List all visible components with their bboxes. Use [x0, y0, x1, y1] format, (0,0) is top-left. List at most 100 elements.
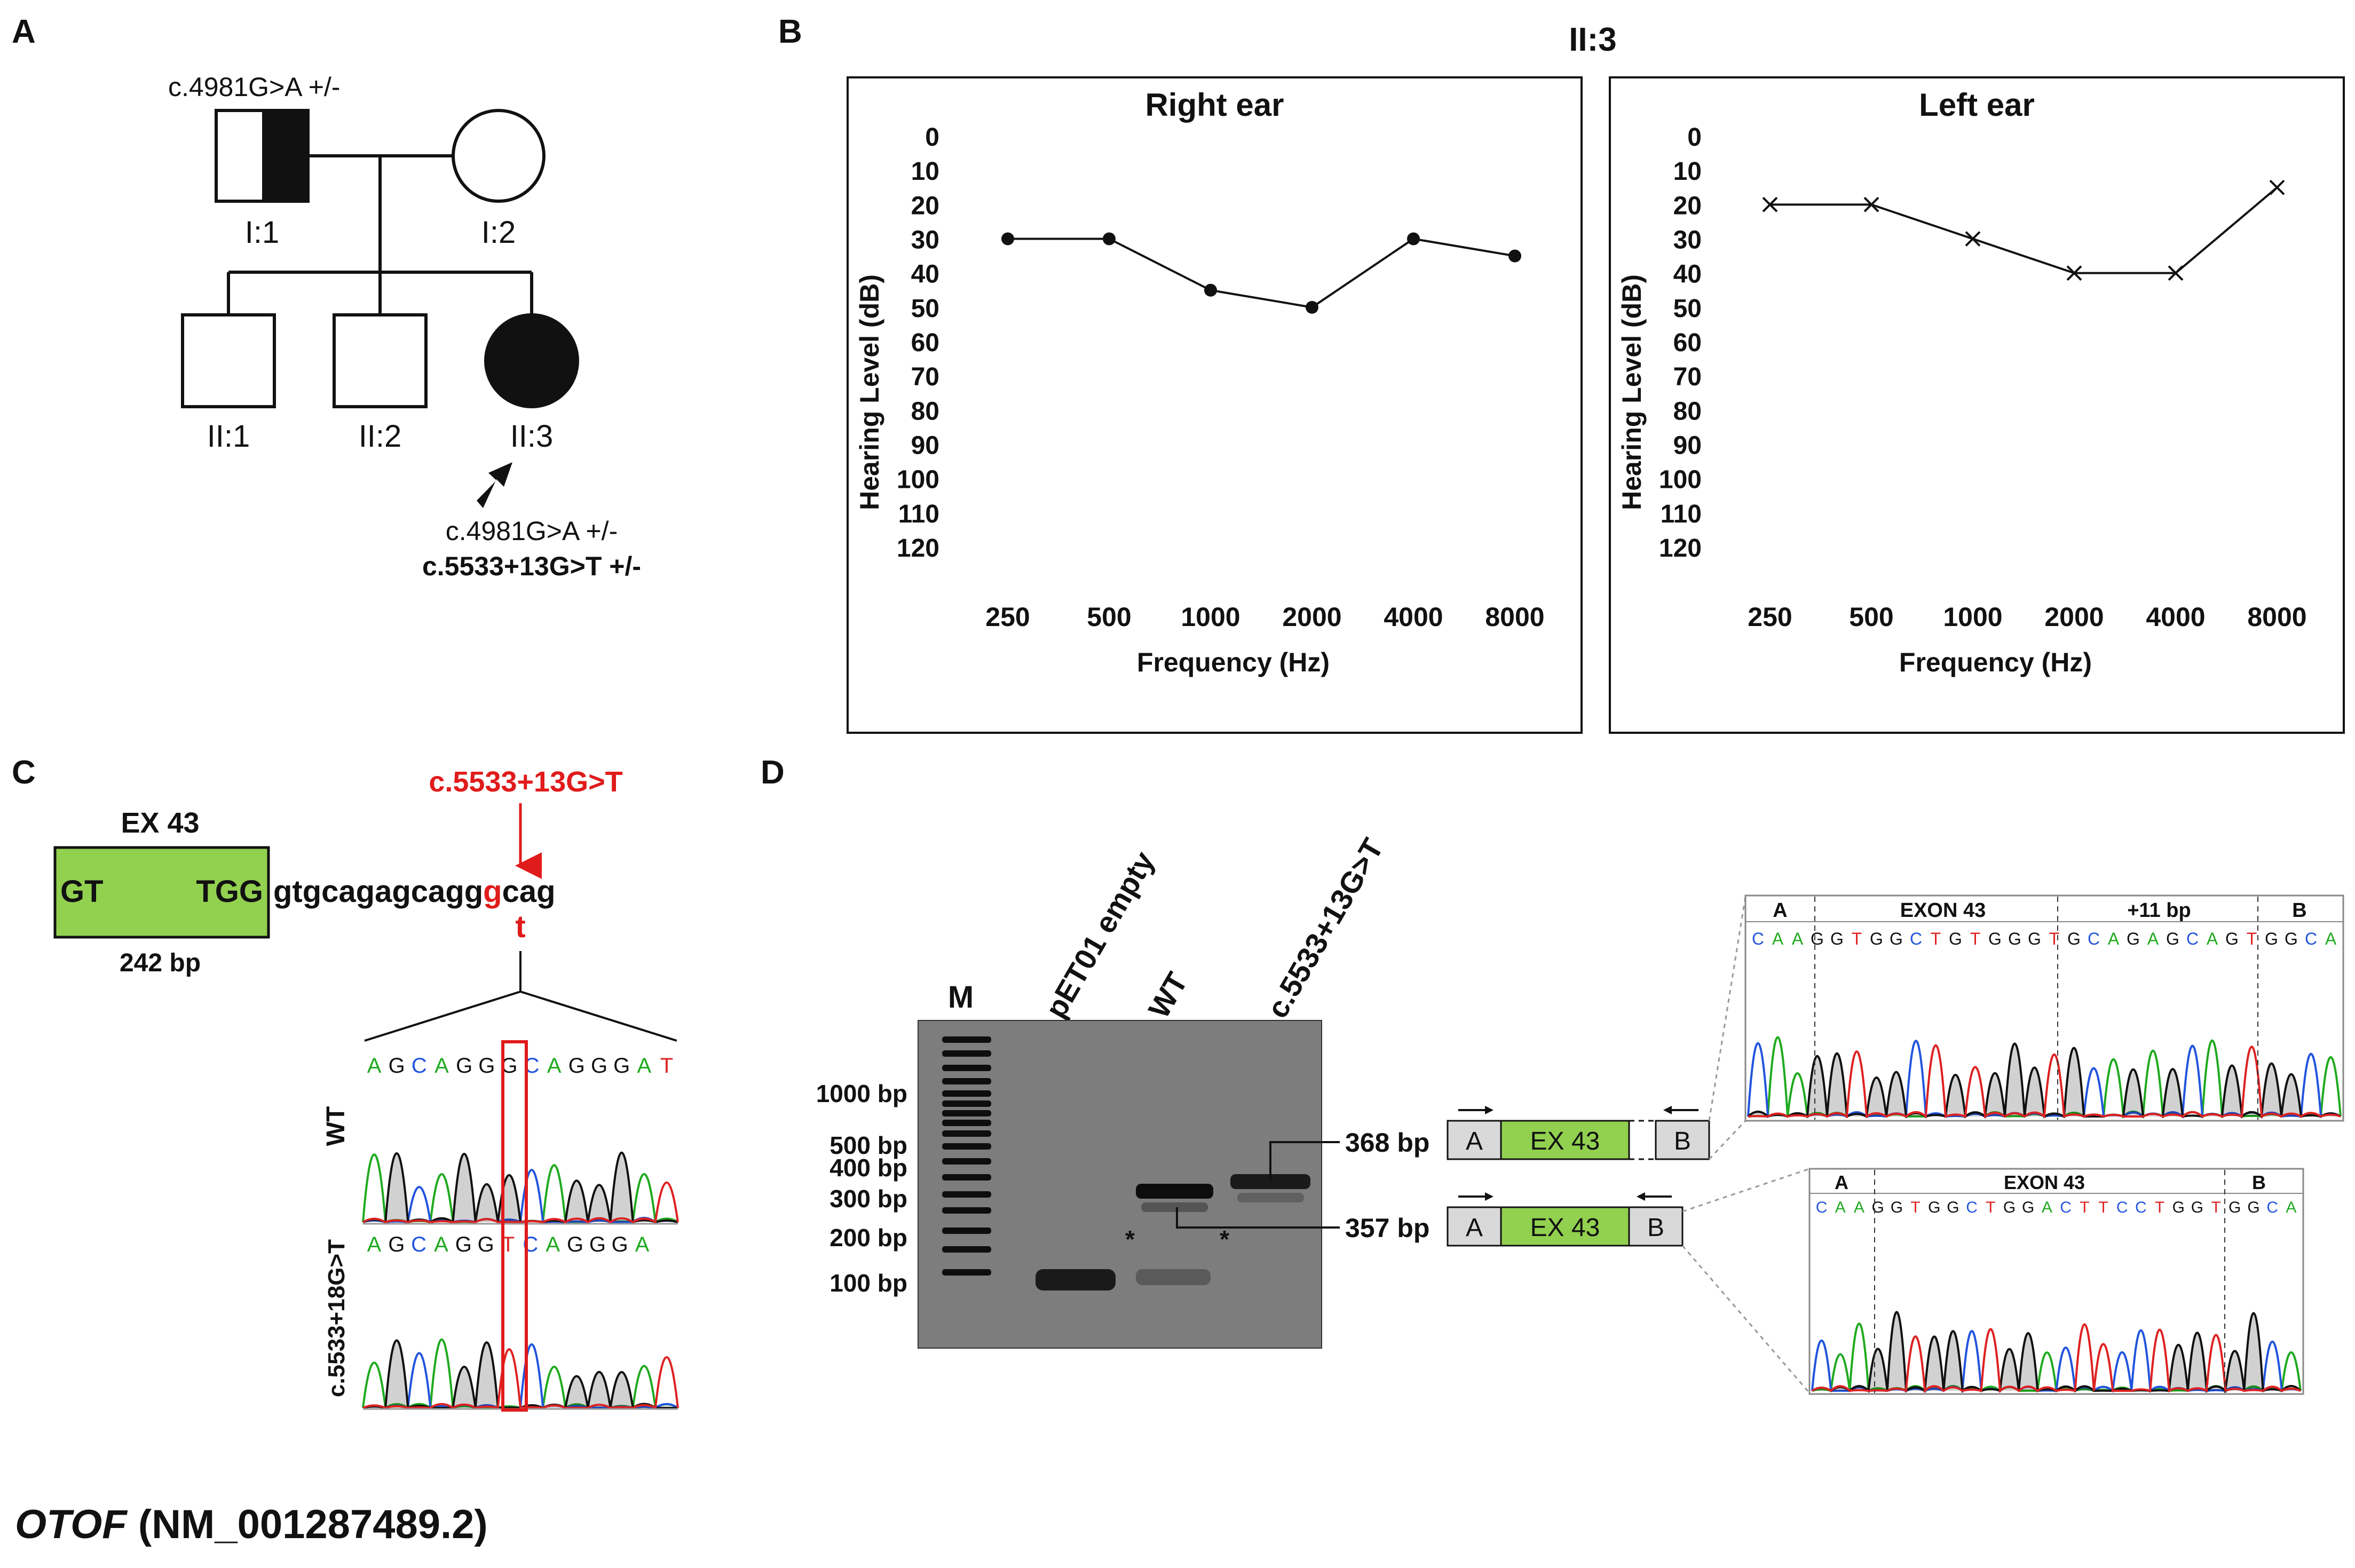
base-call: G: [2191, 1199, 2203, 1216]
base-call: T: [2098, 1199, 2108, 1216]
y-tick-label: 40: [1673, 260, 1702, 289]
proband-symbol: [484, 313, 579, 408]
proband-arrow-icon: [477, 462, 512, 508]
panel-b-title: II:3: [1569, 21, 1617, 58]
base-call: A: [2286, 1199, 2296, 1216]
seq-upper-header-plus11: +11 bp: [2127, 899, 2191, 922]
base-call: A: [1854, 1199, 1864, 1216]
proband-variant-2: c.5533+13G>T +/-: [422, 551, 641, 581]
y-tick-label: 70: [1673, 363, 1702, 391]
audiogram-right-ear: Right ear 0 10 20 30 40 50 60 70 80 90 100 110 120 250…: [847, 76, 1583, 734]
label-II2: II:2: [359, 419, 402, 454]
series-line: [1770, 186, 2278, 274]
y-tick-label: 20: [911, 192, 939, 220]
data-point: [1965, 231, 1981, 247]
base-call: C: [2135, 1199, 2147, 1216]
ladder-band: [942, 1120, 991, 1126]
ladder-band: [942, 1036, 991, 1043]
ladder-band: [942, 1078, 991, 1084]
sibling2-symbol: [333, 313, 428, 408]
x-tick-label: 2000: [1282, 602, 1341, 632]
base-call: A: [367, 1054, 382, 1078]
lane-wt-label: WT: [1142, 967, 1194, 1024]
reverse-primer-icon: [1663, 1106, 1672, 1114]
base-call: C: [2305, 929, 2317, 948]
y-tick-label: 120: [1659, 534, 1702, 563]
y-tick-label: 100: [897, 466, 939, 494]
base-call: T: [2155, 1199, 2164, 1216]
mut-chromatogram: [362, 1339, 679, 1410]
base-call: G: [2003, 1199, 2016, 1216]
base-call: T: [2080, 1199, 2089, 1216]
base-call: G: [2127, 929, 2140, 948]
construct-lower-a: A: [1466, 1214, 1483, 1242]
x-tick-label: 1000: [1181, 602, 1240, 632]
ladder-band: [942, 1065, 991, 1071]
base-call: C: [2088, 929, 2100, 948]
band-wt-357: [1141, 1202, 1208, 1212]
y-tick-label: 100: [1659, 466, 1702, 494]
y-tick-label: 60: [911, 329, 939, 357]
base-call: T: [2211, 1199, 2220, 1216]
lane-empty-label: pET01 empty: [1039, 846, 1161, 1024]
sibling1-symbol: [181, 313, 276, 408]
exon-size: 242 bp: [120, 949, 201, 977]
base-call: A: [2147, 929, 2159, 948]
base-call: G: [591, 1054, 607, 1078]
base-call: G: [1890, 929, 1903, 948]
y-tick-label: 70: [911, 363, 939, 391]
base-call: G: [568, 1054, 585, 1078]
ladder-lane: [942, 1036, 991, 1276]
trace-T: [1748, 1044, 2341, 1119]
lane-m-label: M: [948, 980, 974, 1015]
base-call: G: [567, 1233, 583, 1256]
y-tick-label: 120: [897, 534, 939, 563]
data-point: [2269, 179, 2285, 195]
ladder-band: [942, 1100, 991, 1107]
zoom-connectors: [1681, 896, 1811, 1393]
ladder-label: 100 bp: [829, 1269, 907, 1297]
base-call: A: [1835, 1199, 1846, 1216]
ladder-band: [942, 1158, 991, 1165]
seq-lower-header-b: B: [2252, 1171, 2266, 1193]
base-call: G: [456, 1054, 472, 1078]
x-tick-label: 2000: [2044, 602, 2104, 632]
ladder-band: [942, 1246, 991, 1253]
father-carrier-half: [262, 110, 308, 201]
x-tick-label: 8000: [2247, 602, 2306, 632]
zoom-lines: [364, 951, 677, 1042]
x-tick-label: 4000: [1384, 602, 1443, 632]
star-mut: *: [1220, 1225, 1229, 1253]
data-point: [1863, 196, 1879, 212]
base-call: C: [1816, 1199, 1828, 1216]
construct-upper: [1447, 1106, 1710, 1160]
base-call: C: [2186, 929, 2199, 948]
ladder-label: 400 bp: [829, 1154, 907, 1182]
ladder-band: [942, 1174, 991, 1181]
base-call: G: [2247, 1199, 2259, 1216]
base-call: A: [1792, 929, 1804, 948]
x-axis-label: Frequency (Hz): [1899, 647, 2092, 677]
band-wt-368: [1136, 1184, 1213, 1199]
band-mut-368: [1230, 1174, 1310, 1189]
x-tick-label: 250: [985, 602, 1030, 632]
base-call: G: [478, 1233, 494, 1256]
y-tick-label: 10: [1673, 157, 1702, 186]
label-II3: II:3: [510, 419, 554, 454]
construct-upper-ex: EX 43: [1530, 1127, 1600, 1155]
series-line: [1008, 237, 1515, 308]
exon-left-bases: GT: [60, 874, 104, 909]
base-call: C: [2266, 1199, 2278, 1216]
ladder-label: 1000 bp: [816, 1080, 907, 1107]
band-lower-label: 357 bp: [1345, 1213, 1429, 1243]
exon-right-bases: TGG: [196, 874, 263, 909]
ladder-band: [942, 1207, 991, 1214]
base-call: G: [455, 1233, 472, 1256]
data-point: [2168, 265, 2184, 281]
data-point: [1508, 249, 1521, 263]
base-call: A: [637, 1054, 651, 1078]
base-call: G: [2166, 929, 2179, 948]
construct-lower: [1447, 1192, 1684, 1247]
label-I2: I:2: [481, 215, 516, 250]
y-tick-label: 110: [898, 500, 939, 528]
